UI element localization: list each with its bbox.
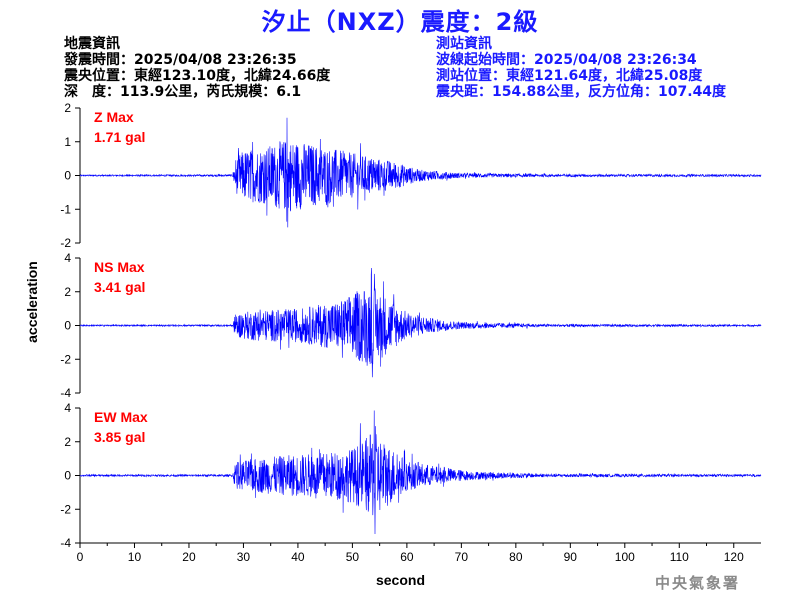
x-tick-label: 60: [400, 550, 414, 564]
y-tick-label: 2: [64, 101, 71, 115]
y-tick-label: 2: [64, 285, 71, 299]
panel-ns: 4 2 0 -2 -4 NS Max 3.41 gal: [60, 251, 762, 400]
epicenter-location: 震央位置：東經123.10度，北緯24.66度: [64, 68, 331, 84]
x-tick-label: 50: [346, 550, 360, 564]
y-axis-label: acceleration: [24, 261, 40, 343]
station-location: 測站位置：東經121.64度，北緯25.08度: [436, 68, 703, 84]
y-tick-label: 4: [64, 401, 71, 415]
earthquake-info-heading: 地震資訊: [64, 36, 120, 52]
x-tick-label: 10: [128, 550, 142, 564]
x-tick-label: 120: [724, 550, 744, 564]
station-info: 測站資訊 波線起始時間：2025/04/08 23:26:34 測站位置：東經1…: [436, 36, 726, 100]
x-tick-label: 70: [455, 550, 469, 564]
panel-ew: 4 2 0 -2 -4 EW Max 3.85 gal: [60, 401, 762, 550]
x-tick-label: 110: [670, 550, 689, 564]
y-tick-label: 1: [64, 135, 71, 149]
station-info-heading: 測站資訊: [436, 36, 492, 52]
max-label-ew: EW Max: [94, 409, 148, 425]
y-tick-label: 0: [64, 469, 71, 483]
y-tick-label: 0: [64, 169, 71, 183]
y-tick-label: 2: [64, 435, 71, 449]
x-tick-label: 30: [237, 550, 251, 564]
y-tick-label: -2: [60, 236, 71, 250]
x-tick-label: 0: [77, 550, 84, 564]
max-label-z: Z Max: [94, 109, 134, 125]
x-axis-label: second: [376, 572, 425, 588]
epicentral-distance-azimuth: 震央距：154.88公里，反方位角：107.44度: [436, 84, 727, 100]
panel-z: 2 1 0 -1 -2 Z Max 1.71 gal: [60, 101, 762, 250]
y-tick-label: -4: [60, 386, 71, 400]
waveform-start-time: 波線起始時間：2025/04/08 23:26:34: [436, 52, 697, 68]
waveform-z: [79, 117, 762, 228]
earthquake-info: 地震資訊 發震時間：2025/04/08 23:26:35 震央位置：東經123…: [64, 36, 330, 100]
max-label-ns: NS Max: [94, 259, 145, 275]
cwa-watermark: 中央氣象署: [655, 574, 741, 592]
chart-title: 汐止（NXZ）震度：2級: [261, 8, 539, 36]
x-tick-label: 20: [182, 550, 196, 564]
y-tick-label: -1: [60, 202, 71, 216]
waveform-ns: [79, 267, 762, 378]
x-tick-label: 40: [291, 550, 305, 564]
depth-magnitude: 深 度：113.9公里，芮氏規模：6.1: [64, 84, 302, 100]
waveform-ew: [79, 410, 762, 535]
x-tick-label: 100: [615, 550, 635, 564]
max-value-ns: 3.41 gal: [94, 279, 145, 295]
x-tick-label: 80: [509, 550, 523, 564]
y-tick-label: 4: [64, 251, 71, 265]
y-tick-label: -2: [60, 502, 71, 516]
y-tick-label: -2: [60, 352, 71, 366]
y-tick-label: -4: [60, 536, 71, 550]
y-tick-label: 0: [64, 319, 71, 333]
max-value-ew: 3.85 gal: [94, 429, 145, 445]
origin-time: 發震時間：2025/04/08 23:26:35: [64, 52, 297, 68]
max-value-z: 1.71 gal: [94, 129, 145, 145]
x-tick-label: 90: [564, 550, 578, 564]
